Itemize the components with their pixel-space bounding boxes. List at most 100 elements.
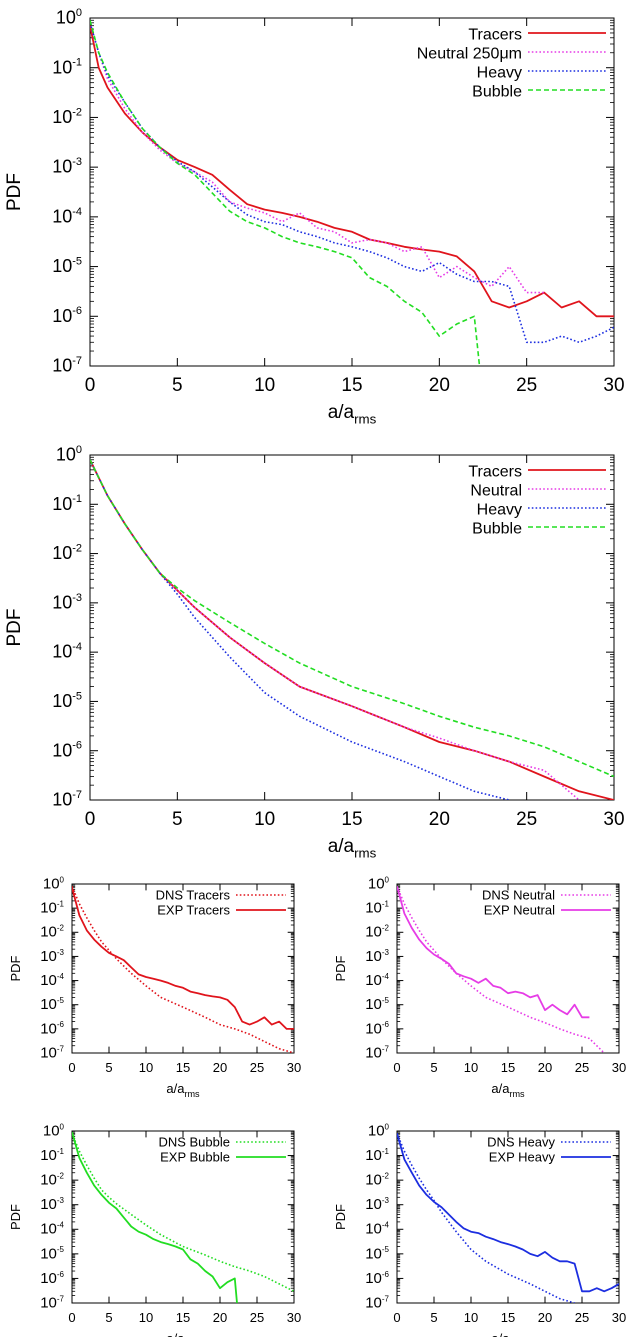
y-tick-label: 10-3 [40, 1196, 64, 1213]
series-line-heavy [90, 22, 614, 344]
legend-label: Bubble [472, 84, 522, 101]
series-lines [397, 885, 605, 1053]
x-tick-label: 10 [464, 1060, 478, 1075]
legend: Tracers Neutral Heavy Bubble [468, 464, 606, 538]
series-lines [72, 1131, 294, 1303]
legend-label: EXP Tracers [157, 903, 230, 918]
y-tick-label: 10-5 [52, 690, 82, 711]
y-tick-label: 10-4 [52, 206, 82, 227]
y-axis-label: PDF [4, 609, 25, 647]
y-tick-label: 100 [56, 7, 82, 28]
x-tick-label: 10 [254, 375, 275, 396]
x-tick-label: 0 [393, 1310, 400, 1325]
x-tick-label: 30 [603, 809, 624, 830]
series-line-dns-tracers [72, 885, 294, 1053]
legend-label: Heavy [477, 65, 522, 82]
x-tick-label: 0 [85, 809, 96, 830]
y-tick-label: 10-1 [40, 899, 64, 916]
y-tick-label: 10-7 [365, 1044, 389, 1061]
y-tick-label: 10-2 [40, 924, 64, 941]
legend-label: Bubble [472, 521, 522, 538]
series-line-exp-bubble [72, 1131, 238, 1303]
x-axis-label: a/arms [166, 1331, 200, 1337]
y-tick-label: 10-5 [365, 996, 389, 1013]
y-tick-label: 10-5 [40, 1245, 64, 1262]
series-line-neutral-250-m [90, 22, 545, 294]
pdf-panel-6: 0 5 10 15 20 25 30 100 10-1 10-2 10-3 10-4 10-5 10-6 1… [333, 1122, 626, 1337]
x-tick-label: 25 [516, 809, 537, 830]
y-tick-label: 10-3 [52, 156, 82, 177]
legend-label: DNS Neutral [482, 888, 555, 903]
legend-label: Tracers [468, 27, 522, 44]
y-tick-label: 10-1 [52, 493, 82, 514]
series-line-dns-neutral [397, 885, 605, 1053]
y-tick-label: 10-1 [365, 899, 389, 916]
x-tick-label: 5 [172, 375, 183, 396]
y-tick-label: 10-1 [40, 1147, 64, 1164]
x-axis-label: a/arms [491, 1331, 525, 1337]
x-tick-label: 0 [85, 375, 96, 396]
x-tick-label: 15 [341, 375, 362, 396]
y-tick-label: 10-7 [40, 1044, 64, 1061]
x-tick-label: 0 [393, 1060, 400, 1075]
x-tick-label: 5 [172, 809, 183, 830]
y-tick-label: 10-7 [40, 1294, 64, 1311]
x-tick-label: 20 [538, 1310, 552, 1325]
legend-label: DNS Tracers [156, 888, 231, 903]
y-tick-label: 10-3 [365, 948, 389, 965]
x-tick-label: 20 [213, 1310, 227, 1325]
x-axis-label: a/arms [328, 836, 377, 861]
legend-label: Neutral 250μm [417, 46, 522, 63]
series-line-dns-bubble [72, 1133, 294, 1293]
series-line-dns-heavy [397, 1133, 575, 1303]
series-line-exp-tracers [72, 887, 294, 1030]
y-tick-label: 10-2 [52, 106, 82, 127]
y-axis-label: PDF [333, 1204, 348, 1230]
legend-label: EXP Neutral [484, 903, 555, 918]
y-tick-label: 10-7 [365, 1294, 389, 1311]
legend-label: EXP Bubble [160, 1150, 230, 1165]
x-tick-label: 20 [538, 1060, 552, 1075]
y-tick-label: 10-6 [52, 740, 82, 761]
pdf-panel-3: 0 5 10 15 20 25 30 100 10-1 10-2 10-3 10-4 10-5 10-6 1… [8, 875, 301, 1099]
y-tick-label: 10-6 [365, 1270, 389, 1287]
x-tick-label: 15 [341, 809, 362, 830]
legend-label: Neutral [470, 483, 522, 500]
x-tick-label: 0 [68, 1310, 75, 1325]
legend-label: Tracers [468, 464, 522, 481]
y-tick-label: 10-6 [365, 1020, 389, 1037]
x-tick-label: 25 [575, 1310, 589, 1325]
x-axis-label: a/arms [166, 1081, 200, 1099]
y-axis-label: PDF [8, 1204, 23, 1230]
y-axis-label: PDF [333, 955, 348, 981]
x-tick-label: 25 [250, 1310, 264, 1325]
x-tick-label: 10 [139, 1310, 153, 1325]
x-tick-label: 5 [430, 1310, 437, 1325]
series-lines [90, 459, 614, 800]
x-tick-label: 10 [464, 1310, 478, 1325]
x-tick-label: 5 [430, 1060, 437, 1075]
series-line-heavy [90, 459, 510, 800]
legend-label: DNS Heavy [487, 1135, 555, 1150]
legend-label: DNS Bubble [158, 1135, 230, 1150]
x-tick-label: 5 [105, 1310, 112, 1325]
pdf-panel-5: 0 5 10 15 20 25 30 100 10-1 10-2 10-3 10-4 10-5 10-6 1… [8, 1122, 301, 1337]
y-tick-label: 10-7 [52, 355, 82, 376]
x-tick-label: 30 [612, 1310, 626, 1325]
x-tick-label: 30 [603, 375, 624, 396]
y-tick-label: 10-6 [40, 1270, 64, 1287]
series-line-bubble [90, 20, 481, 366]
x-tick-label: 20 [429, 809, 450, 830]
y-tick-label: 10-3 [365, 1196, 389, 1213]
y-tick-label: 10-5 [40, 996, 64, 1013]
series-line-tracers [90, 459, 614, 800]
pdf-panel-4: 0 5 10 15 20 25 30 100 10-1 10-2 10-3 10-4 10-5 10-6 1… [333, 875, 626, 1099]
y-tick-label: 10-3 [40, 948, 64, 965]
x-tick-label: 30 [287, 1060, 301, 1075]
pdf-panel-1: 0 5 10 15 20 25 30 100 10-1 10-2 10-3 10-4 10-5 10-6 1… [4, 7, 625, 427]
series-line-exp-neutral [397, 886, 590, 1019]
legend: Tracers Neutral 250μm Heavy Bubble [417, 27, 606, 101]
